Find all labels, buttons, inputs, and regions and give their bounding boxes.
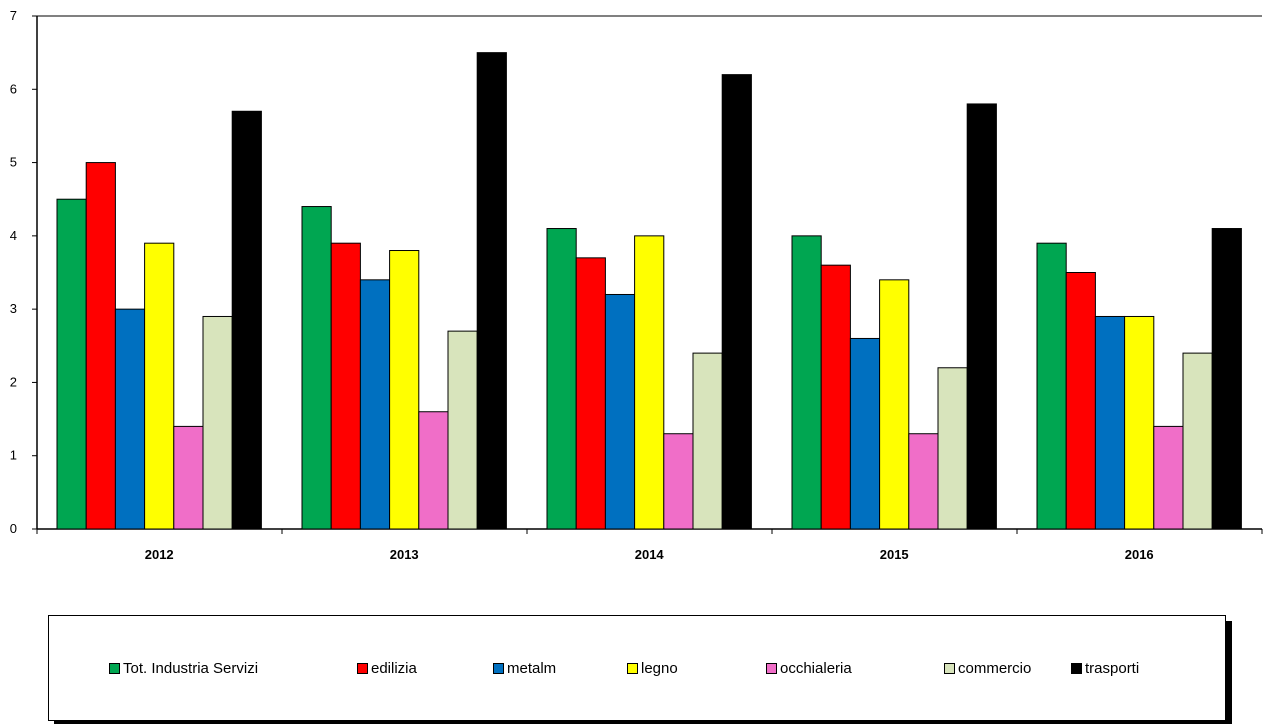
- x-tick-label: 2014: [635, 547, 665, 562]
- bar-chart: 0 1 2 3 4 5 6 7 2012 2013 2014 2015 2016: [10, 8, 1263, 562]
- bar-legno-2016: [1124, 315, 1155, 530]
- legend-label: metalm: [507, 660, 557, 677]
- bar-tot-industria-servizi-2013: [301, 206, 332, 530]
- bar-trasporti-2014: [721, 74, 752, 530]
- y-tick-label: 3: [10, 301, 17, 316]
- legend-item: metalm: [493, 660, 556, 677]
- legend-swatch: [627, 663, 638, 674]
- bar-commercio-2014: [692, 352, 723, 530]
- bar-occhialeria-2012: [173, 425, 204, 530]
- bar-trasporti-2012: [231, 110, 262, 530]
- bar-tot-industria-servizi-2015: [791, 235, 822, 530]
- y-tick-label: 6: [10, 81, 17, 96]
- bar-tot-industria-servizi-2014: [546, 228, 577, 530]
- y-tick-label: 1: [10, 448, 17, 463]
- bar-legno-2013: [389, 250, 420, 530]
- y-tick-label: 7: [10, 8, 17, 23]
- legend-item: occhialeria: [766, 660, 852, 677]
- legend-item: commercio: [944, 660, 1031, 677]
- x-tick-label: 2012: [145, 547, 174, 562]
- bar-metalm-2015: [849, 337, 881, 530]
- x-tick-label: 2015: [880, 547, 909, 562]
- legend: Tot. Industria Servizi edilizia metalm legn…: [48, 615, 1226, 721]
- x-tick-label: 2016: [1125, 547, 1154, 562]
- legend-item: edilizia: [357, 660, 417, 677]
- bar-edilizia-2013: [330, 242, 361, 530]
- legend-swatch: [944, 663, 955, 674]
- y-tick-label: 4: [10, 228, 17, 243]
- x-tick-label: 2013: [390, 547, 419, 562]
- bar-legno-2014: [634, 235, 665, 530]
- bar-edilizia-2014: [575, 257, 606, 530]
- legend-swatch: [357, 663, 368, 674]
- bar-commercio-2015: [937, 367, 968, 530]
- bar-trasporti-2015: [966, 103, 997, 530]
- legend-swatch: [1071, 663, 1082, 674]
- bar-commercio-2016: [1182, 352, 1213, 530]
- legend-swatch: [766, 663, 777, 674]
- y-tick-label: 5: [10, 155, 17, 170]
- axis-labels: 0 1 2 3 4 5 6 7 2012 2013 2014 2015 2016: [10, 8, 1154, 562]
- bar-tot-industria-servizi-2016: [1036, 242, 1067, 530]
- bar-trasporti-2013: [476, 52, 507, 530]
- bar-metalm-2012: [114, 308, 146, 530]
- bars: [56, 52, 1242, 530]
- bar-occhialeria-2015: [908, 433, 939, 530]
- y-tick-label: 2: [10, 374, 17, 389]
- y-tick-label: 0: [10, 521, 17, 536]
- bar-edilizia-2015: [820, 264, 851, 530]
- legend-label: Tot. Industria Servizi: [123, 660, 259, 677]
- bar-occhialeria-2014: [663, 433, 694, 530]
- bar-metalm-2016: [1094, 315, 1126, 530]
- bar-metalm-2013: [359, 279, 391, 530]
- legend-label: occhialeria: [780, 660, 852, 677]
- bar-edilizia-2016: [1065, 272, 1096, 530]
- bar-metalm-2014: [604, 293, 636, 530]
- bar-legno-2012: [144, 242, 175, 530]
- bar-legno-2015: [879, 279, 910, 530]
- legend-label: commercio: [958, 660, 1032, 677]
- legend-swatch: [493, 663, 504, 674]
- bar-occhialeria-2016: [1153, 425, 1184, 530]
- bar-edilizia-2012: [85, 162, 116, 530]
- legend-label: trasporti: [1085, 660, 1140, 677]
- legend-swatch: [109, 663, 120, 674]
- legend-item: trasporti: [1071, 660, 1139, 677]
- legend-item: legno: [627, 660, 678, 677]
- bar-commercio-2013: [447, 330, 478, 530]
- legend-label: legno: [641, 660, 678, 677]
- legend-item: Tot. Industria Servizi: [109, 660, 258, 677]
- bar-trasporti-2016: [1211, 228, 1242, 530]
- bar-tot-industria-servizi-2012: [56, 198, 87, 530]
- bar-occhialeria-2013: [418, 411, 449, 530]
- legend-label: edilizia: [371, 660, 417, 677]
- bar-commercio-2012: [202, 315, 233, 530]
